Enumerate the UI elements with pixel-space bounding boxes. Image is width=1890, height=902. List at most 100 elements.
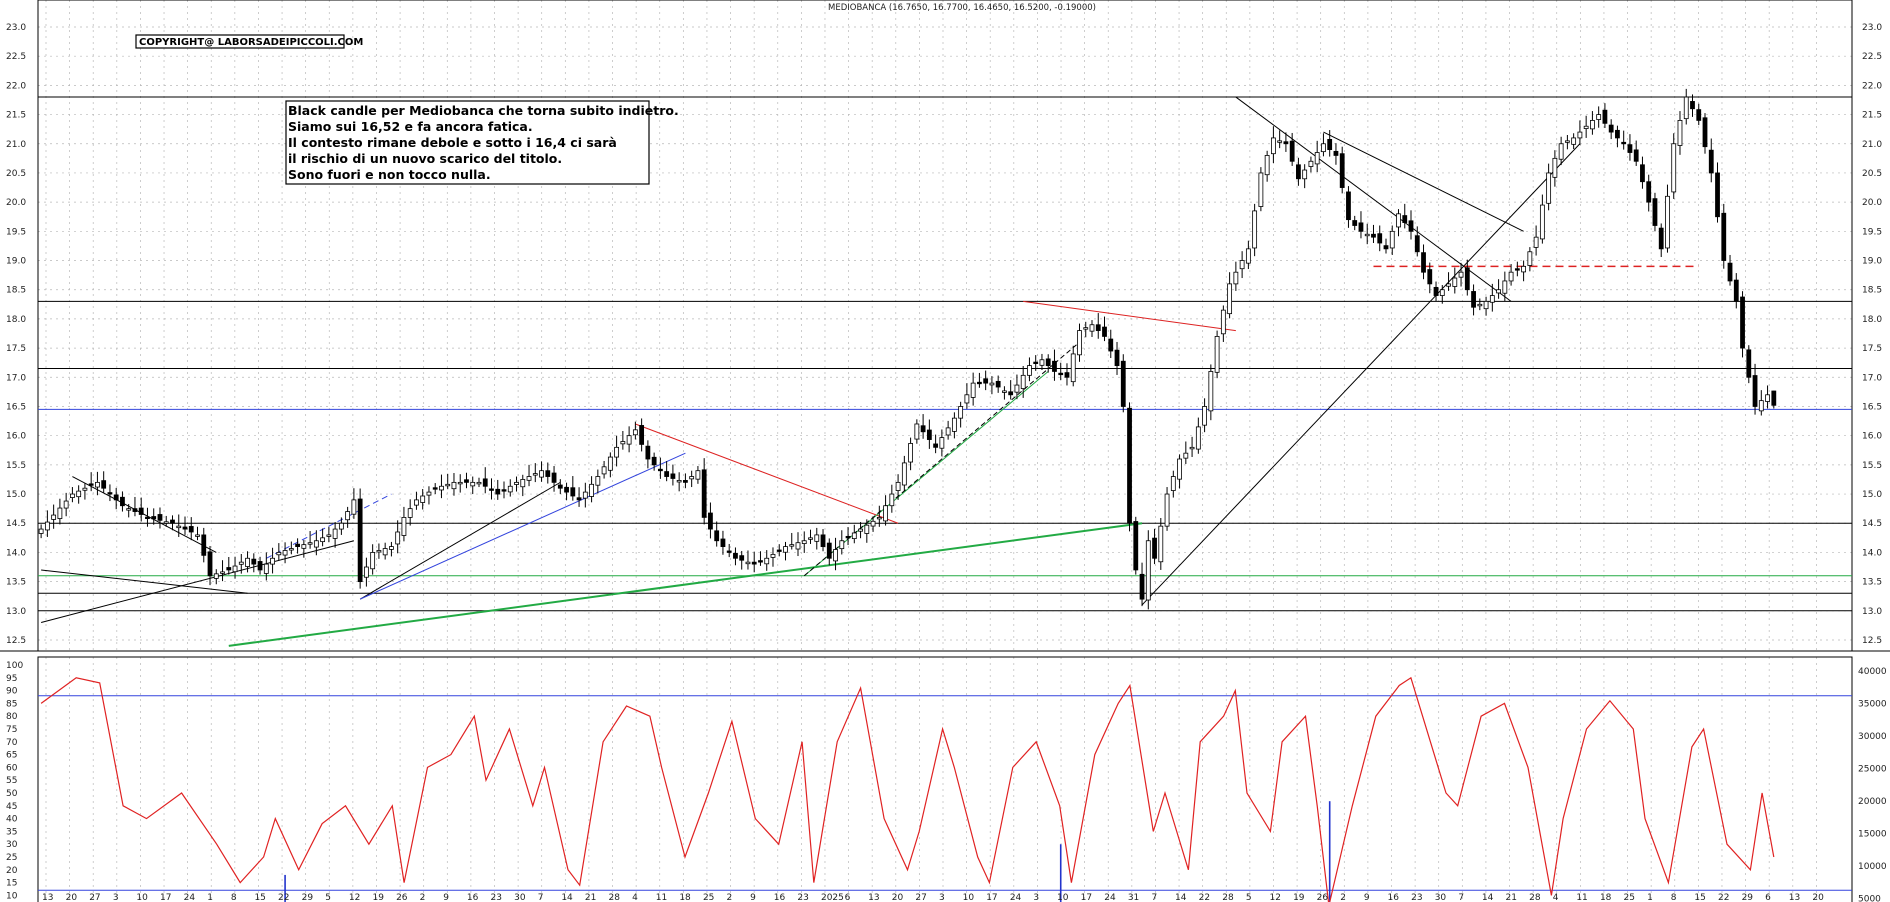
candle-body-up [363, 566, 369, 578]
oscillator-tick-label: 35 [6, 827, 17, 837]
candle [758, 551, 763, 566]
day-tick-label: 17 [1081, 893, 1092, 902]
candle-body-up [313, 540, 319, 548]
candle-body-up [426, 491, 432, 496]
candle [1408, 210, 1414, 240]
candle [1746, 345, 1752, 384]
day-tick-label: 17 [986, 893, 997, 902]
candle [1665, 184, 1670, 253]
candle [1214, 330, 1220, 379]
candle-body-down [1358, 222, 1364, 232]
price-tick-label-right: 22.0 [1862, 81, 1882, 91]
day-tick-label: 24 [1104, 893, 1116, 902]
price-tick-label-right: 22.5 [1862, 52, 1882, 62]
candle [445, 473, 451, 490]
candle-body-down [1333, 150, 1339, 156]
candle-body-down [1045, 358, 1051, 367]
candle-body-up [1364, 233, 1370, 237]
candle [238, 553, 244, 574]
volume-tick-label: 20000 [1858, 797, 1887, 807]
candle-body-down [1771, 390, 1777, 406]
candle-body-up [276, 552, 282, 556]
candle [501, 481, 507, 499]
candle-body-up [814, 534, 820, 542]
candle [1464, 259, 1470, 296]
candle [1164, 487, 1170, 531]
day-tick-label: 14 [1482, 893, 1494, 902]
day-tick-label: 28 [609, 893, 621, 902]
price-tick-label: 19.0 [6, 257, 26, 267]
candle [1496, 279, 1501, 299]
candle [1108, 329, 1114, 359]
candle [1277, 130, 1283, 149]
candle-body-down [1696, 109, 1702, 121]
candle-body-up [689, 476, 695, 480]
candle-body-down [1658, 227, 1664, 250]
candle-body-up [232, 565, 238, 573]
candle-body-up [1564, 140, 1570, 143]
candle-body-down [1139, 573, 1145, 600]
candle-body-up [1020, 374, 1026, 389]
trendline [41, 540, 355, 623]
candle-body-up [1220, 309, 1226, 335]
candle-body-down [1377, 233, 1383, 244]
candle-body-down [1052, 360, 1057, 372]
candle-body-up [870, 520, 876, 527]
candle [1364, 223, 1370, 245]
candle [895, 474, 901, 500]
candle [1615, 125, 1620, 148]
candle [38, 524, 44, 539]
candle-body-up [1177, 458, 1182, 480]
candle [213, 569, 219, 585]
candle [689, 470, 695, 488]
candle-body-up [245, 557, 250, 567]
day-tick-label: 8 [1671, 893, 1677, 902]
candle-body-up [914, 423, 920, 440]
candle-body-down [257, 561, 263, 571]
annotation-line-5: Sono fuori e non tocco nulla. [288, 167, 491, 182]
candle [1327, 130, 1333, 157]
right-price-axis: 23.0 22.5 22.0 21.5 21.0 20.5 20.0 19.5 19.0 18.5… [1858, 23, 1887, 902]
candle [845, 527, 851, 546]
candle-body-up [1489, 295, 1495, 303]
candle-body-down [1652, 198, 1658, 226]
candle-body-down [1615, 129, 1620, 139]
candle-body-up [526, 476, 532, 481]
candle-body-down [489, 488, 494, 491]
price-tick-label: 16.0 [6, 432, 26, 442]
candle [908, 437, 913, 471]
day-tick-label: 30 [1435, 893, 1447, 902]
candle [520, 474, 526, 497]
candle [676, 472, 682, 492]
oscillator-tick-label: 95 [6, 674, 17, 684]
candle-body-up [632, 429, 638, 436]
candle [795, 532, 801, 557]
candle-body-up [470, 481, 476, 487]
candle-body-up [889, 493, 895, 507]
candle [1258, 167, 1264, 212]
candle [207, 546, 213, 586]
candle-body-down [88, 483, 94, 486]
candle [751, 551, 757, 573]
candle-body-up [851, 532, 857, 540]
candle [170, 515, 175, 531]
candle-body-up [1677, 120, 1683, 146]
candle [1546, 163, 1552, 211]
candle-body-up [1002, 390, 1007, 393]
candle [470, 476, 476, 495]
candle-body-down [138, 507, 144, 515]
candle [145, 507, 150, 527]
candle [82, 483, 88, 500]
candle-body-up [989, 382, 995, 386]
candle [1564, 135, 1570, 150]
day-tick-label: 10 [1057, 893, 1069, 902]
candle [1245, 240, 1251, 269]
candle-body-up [1590, 120, 1595, 130]
day-tick-label: 1 [207, 893, 213, 902]
candle-body-up [326, 534, 332, 537]
candle-body-down [1152, 537, 1157, 559]
candle-body-down [1640, 164, 1645, 183]
candle [414, 491, 419, 510]
candle-body-up [783, 546, 788, 553]
price-tick-label: 20.5 [6, 169, 26, 179]
